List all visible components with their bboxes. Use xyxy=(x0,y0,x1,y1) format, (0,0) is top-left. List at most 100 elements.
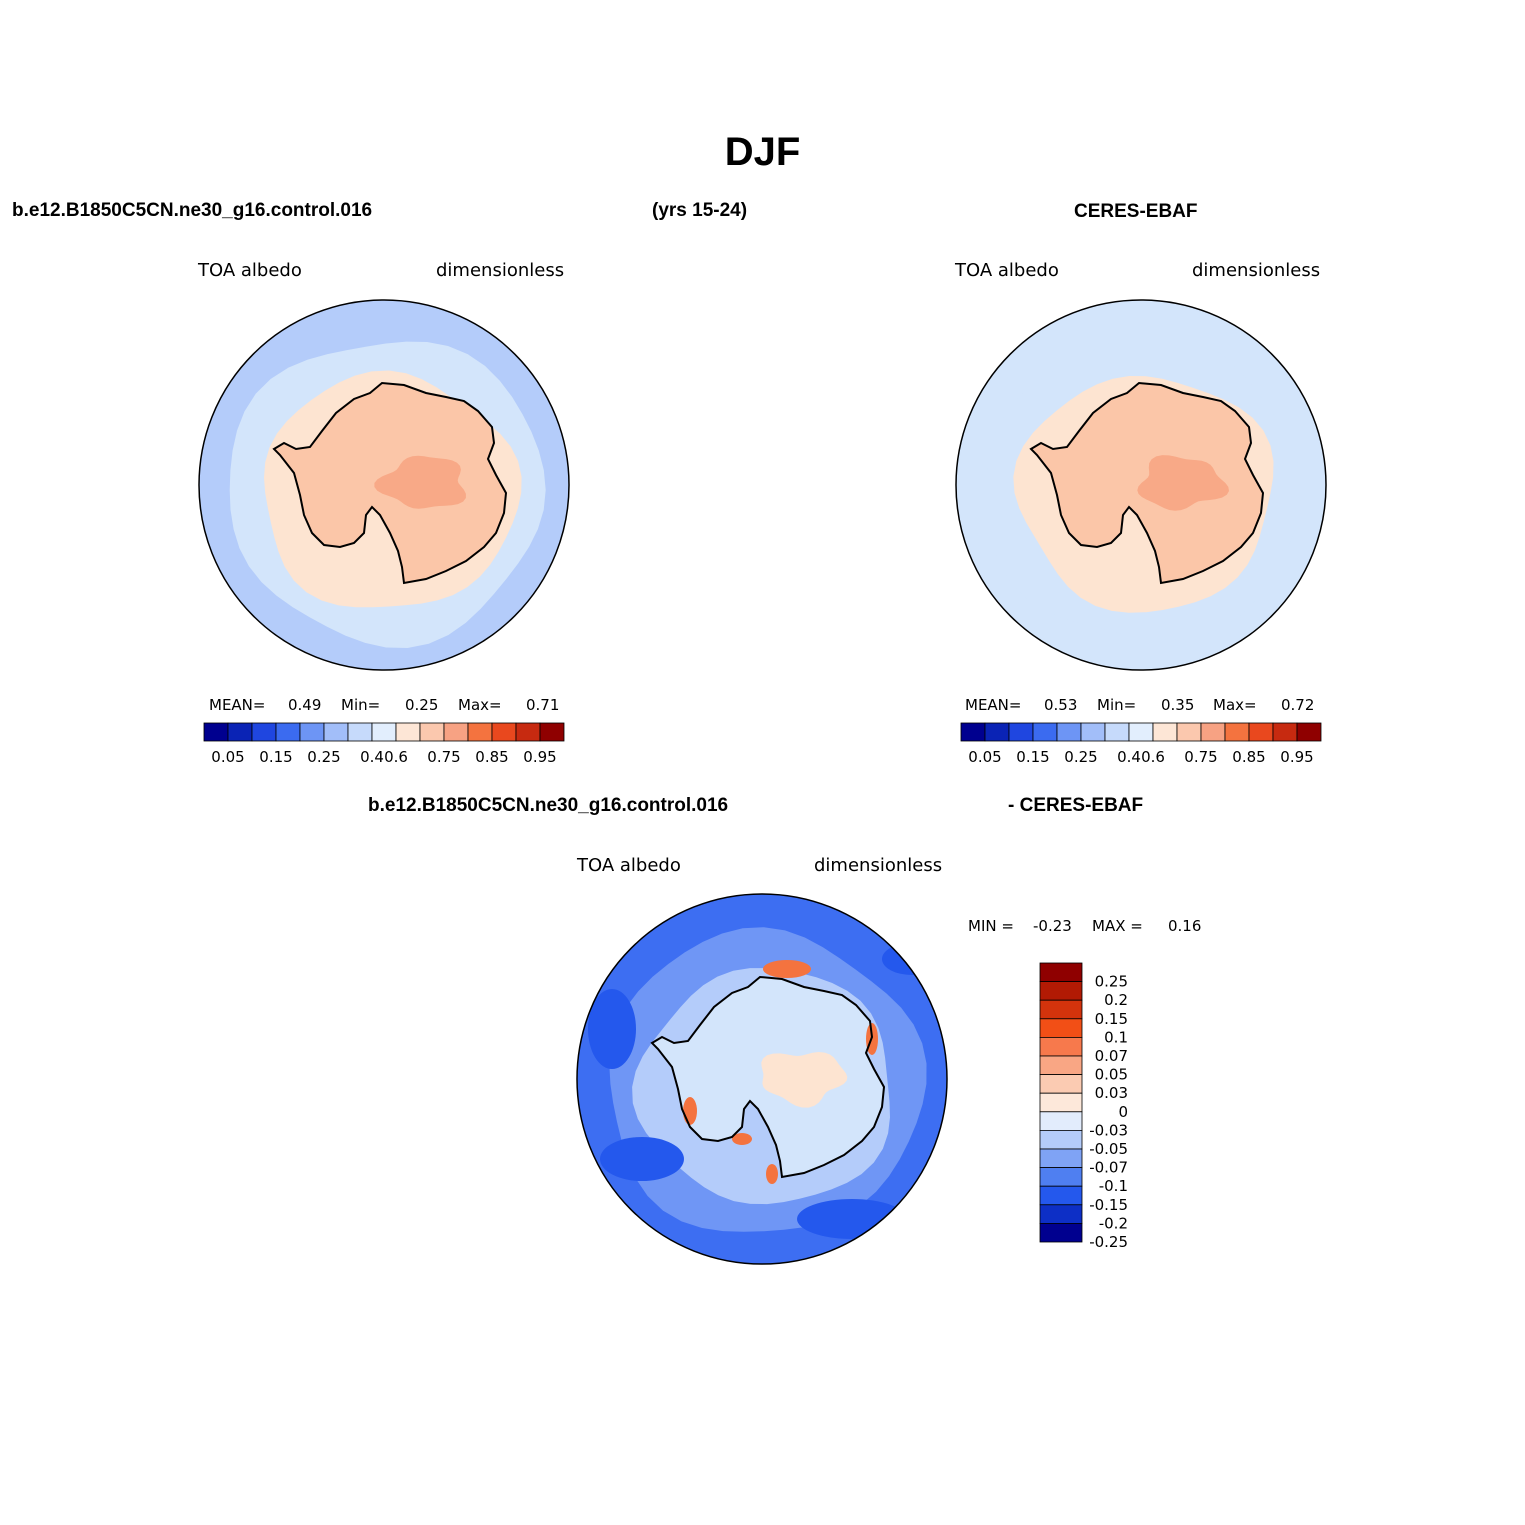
colorbar-swatch xyxy=(1039,1148,1083,1169)
colorbar-swatch xyxy=(347,722,373,742)
colorbar-tick-label: -0.07 xyxy=(1089,1159,1128,1177)
case-name-label: b.e12.B1850C5CN.ne30_g16.control.016 xyxy=(12,200,373,221)
map-border xyxy=(576,893,948,1265)
colorbar-tick-label: 0.95 xyxy=(1280,748,1313,766)
panel1-units: dimensionless xyxy=(436,260,565,281)
colorbar-tick-label: 0.15 xyxy=(1095,1010,1128,1028)
colorbar-swatch xyxy=(1039,1223,1083,1243)
colorbar-tick-label: 0.1 xyxy=(1104,1028,1128,1046)
diff-obs-label: - CERES-EBAF xyxy=(1008,795,1144,816)
colorbar-swatch xyxy=(1039,1204,1083,1224)
positive-anomaly xyxy=(763,960,811,978)
colorbar-tick-label: 0.05 xyxy=(211,748,244,766)
colorbar-tick-label: 0 xyxy=(1118,1103,1128,1121)
colorbar-swatch xyxy=(1248,722,1274,742)
map-border xyxy=(198,299,570,671)
positive-anomaly xyxy=(766,1164,778,1184)
positive-anomaly xyxy=(732,1133,752,1145)
panel2-mean-label: MEAN= xyxy=(965,696,1022,714)
polar-map-2 xyxy=(956,300,1326,670)
colorbar-tick-label: 0.75 xyxy=(1184,748,1217,766)
panel3-variable: TOA albedo xyxy=(577,855,681,876)
colorbar-tick-label: 0.75 xyxy=(427,748,460,766)
panel1-mean-value: 0.49 xyxy=(288,696,322,714)
colorbar-swatch xyxy=(395,722,421,742)
panel2-units: dimensionless xyxy=(1192,260,1321,281)
colorbar-swatch xyxy=(419,722,445,742)
colorbar-swatch xyxy=(1039,1055,1083,1076)
panel2-mean-value: 0.53 xyxy=(1044,696,1078,714)
panel2-variable: TOA albedo xyxy=(955,260,1059,281)
negative-anomaly xyxy=(588,989,636,1069)
colorbar-1: 0.05 0.15 0.25 0.4 0.6 0.75 0.85 0.95 xyxy=(203,722,565,766)
panel1-max-value: 0.71 xyxy=(526,696,560,714)
colorbar-swatch xyxy=(539,722,565,742)
negative-anomaly xyxy=(797,1199,907,1239)
colorbar-swatch xyxy=(275,722,301,742)
colorbar-swatch xyxy=(1039,1167,1083,1187)
colorbar-tick-label: -0.2 xyxy=(1099,1214,1128,1232)
colorbar-tick-label: 0.25 xyxy=(307,748,340,766)
colorbar-tick-label: 0.15 xyxy=(1016,748,1049,766)
panel1-min-value: 0.25 xyxy=(405,696,439,714)
colorbar-tick-label: -0.03 xyxy=(1089,1121,1128,1139)
colorbar-swatch xyxy=(1104,722,1130,742)
colorbar-swatch xyxy=(960,722,986,742)
panel2-min-value: 0.35 xyxy=(1161,696,1195,714)
colorbar-swatch xyxy=(1032,722,1058,742)
panel3-max-value: 0.16 xyxy=(1168,917,1202,935)
panel3-min-label: MIN = xyxy=(968,917,1014,935)
colorbar-swatch xyxy=(323,722,349,742)
plateau-maximum xyxy=(374,455,466,509)
colorbar-tick-label: -0.25 xyxy=(1089,1233,1128,1251)
negative-anomaly xyxy=(600,1137,684,1181)
diff-case-label: b.e12.B1850C5CN.ne30_g16.control.016 xyxy=(368,795,729,816)
colorbar-swatch xyxy=(1039,1092,1083,1113)
colorbar-tick-label: 0.85 xyxy=(475,748,508,766)
colorbar-tick-label: 0.6 xyxy=(1141,748,1165,766)
years-label: (yrs 15-24) xyxy=(652,200,748,221)
colorbar-tick-label: -0.05 xyxy=(1089,1140,1128,1158)
colorbar-swatch xyxy=(1008,722,1034,742)
colorbar-tick-label: 0.85 xyxy=(1232,748,1265,766)
colorbar-swatch xyxy=(1296,722,1322,742)
panel1-max-label: Max= xyxy=(458,696,502,714)
colorbar-tick-label: 0.07 xyxy=(1095,1047,1128,1065)
colorbar-swatch xyxy=(1224,722,1250,742)
colorbar-swatch xyxy=(443,722,469,742)
panel2-max-label: Max= xyxy=(1213,696,1257,714)
panel2-max-value: 0.72 xyxy=(1281,696,1315,714)
colorbar-swatch xyxy=(1128,722,1154,742)
colorbar-swatch xyxy=(1200,722,1226,742)
panel1-min-label: Min= xyxy=(341,696,381,714)
panel1-mean-label: MEAN= xyxy=(209,696,266,714)
colorbar-tick-label: 0.05 xyxy=(968,748,1001,766)
panel2-min-label: Min= xyxy=(1097,696,1137,714)
colorbar-swatch xyxy=(467,722,493,742)
panel3-max-label: MAX = xyxy=(1092,917,1143,935)
coastline xyxy=(272,381,508,585)
colorbar-swatch xyxy=(1039,1037,1083,1057)
plateau-maximum xyxy=(761,1052,848,1108)
colorbar-swatch xyxy=(1039,981,1083,1001)
colorbar-tick-label: 0.15 xyxy=(259,748,292,766)
colorbar-2: 0.05 0.15 0.25 0.4 0.6 0.75 0.85 0.95 xyxy=(960,722,1322,766)
colorbar-swatch xyxy=(1039,999,1083,1020)
colorbar-tick-label: 0.25 xyxy=(1064,748,1097,766)
colorbar-swatch xyxy=(1272,722,1298,742)
colorbar-tick-label: 0.03 xyxy=(1095,1084,1128,1102)
polar-map-1 xyxy=(199,300,569,670)
colorbar-swatch xyxy=(1039,1018,1083,1038)
coastline xyxy=(1029,381,1265,585)
colorbar-tick-label: 0.6 xyxy=(384,748,408,766)
positive-anomaly xyxy=(683,1097,697,1125)
colorbar-swatch xyxy=(984,722,1010,742)
coastline xyxy=(650,975,886,1179)
colorbar-diff: 0.250.20.150.10.070.050.030-0.03-0.05-0.… xyxy=(1039,962,1128,1251)
panel1-variable: TOA albedo xyxy=(198,260,302,281)
colorbar-tick-label: 0.2 xyxy=(1104,991,1128,1009)
obs-name-label: CERES-EBAF xyxy=(1074,201,1198,222)
colorbar-tick-label: -0.15 xyxy=(1089,1196,1128,1214)
plateau-maximum xyxy=(1137,455,1229,511)
